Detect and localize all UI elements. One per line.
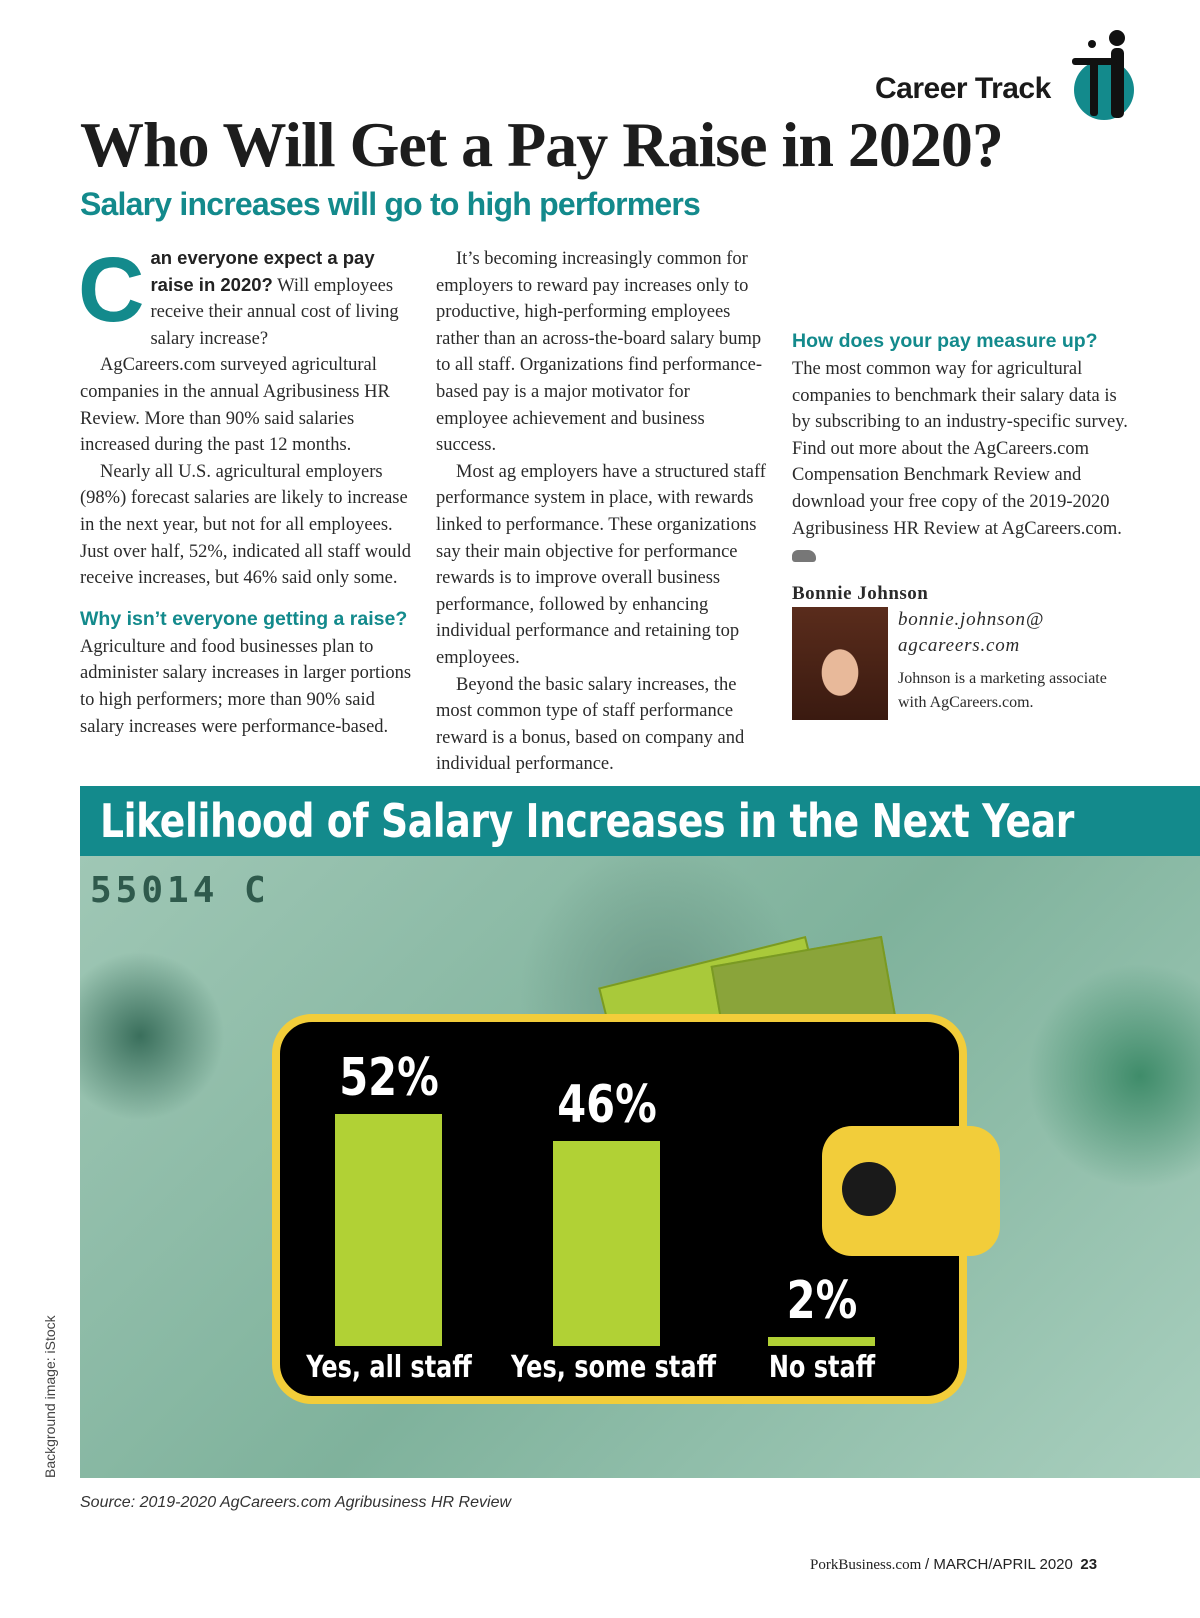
- bar-2: [768, 1337, 875, 1346]
- category-label: Yes, some staff: [510, 1350, 716, 1385]
- paragraph: Beyond the basic salary increases, the m…: [436, 674, 745, 775]
- paragraph: The most common way for agricultural com…: [792, 359, 1128, 539]
- career-track-logo-icon: [1072, 30, 1134, 120]
- paragraph: It’s becoming increasingly common for em…: [436, 249, 763, 456]
- paragraph: Will employees receive their annual cost…: [150, 275, 399, 349]
- author-box: bonnie.johnson@ agcareers.com Johnson is …: [792, 606, 1132, 720]
- pig-icon: [792, 549, 816, 562]
- drop-cap: C: [78, 239, 145, 341]
- paragraph: Most ag employers have a structured staf…: [436, 461, 766, 668]
- paragraph: Agriculture and food businesses plan to …: [80, 636, 412, 737]
- category-label: Yes, all staff: [305, 1350, 472, 1385]
- page-title: Who Will Get a Pay Raise in 2020?: [80, 109, 1004, 180]
- wallet-snap-icon: [842, 1162, 896, 1216]
- page-subtitle: Salary increases will go to high perform…: [80, 186, 701, 222]
- category-label: No staff: [768, 1350, 875, 1385]
- paragraph: Nearly all U.S. agricultural employers (…: [80, 461, 412, 589]
- footer-issue: / MARCH/APRIL 2020: [925, 1556, 1073, 1573]
- chart-source: Source: 2019-2020 AgCareers.com Agribusi…: [80, 1494, 512, 1511]
- page-footer: PorkBusiness.com / MARCH/APRIL 2020 23: [810, 1556, 1097, 1574]
- section-heading: Why isn’t everyone getting a raise?: [80, 607, 408, 630]
- chart-title-banner: Likelihood of Salary Increases in the Ne…: [80, 786, 1200, 856]
- author-email[interactable]: bonnie.johnson@ agcareers.com: [898, 608, 1045, 656]
- author-name: Bonnie Johnson: [792, 582, 929, 604]
- section-heading: How does your pay measure up?: [792, 330, 1098, 352]
- article-column-3: How does your pay measure up? The most c…: [792, 246, 1132, 720]
- chart-title: Likelihood of Salary Increases in the Ne…: [100, 794, 1074, 848]
- section-label: Career Track: [875, 72, 1051, 105]
- author-bio: Johnson is a marketing associate with Ag…: [898, 669, 1107, 711]
- data-label: 2%: [786, 1271, 857, 1332]
- data-label: 52%: [338, 1048, 439, 1108]
- page-number: 23: [1080, 1556, 1098, 1573]
- author-photo: [792, 606, 888, 720]
- bill-serial: 55014 C: [90, 870, 270, 911]
- article-column-2: It’s becoming increasingly common for em…: [436, 246, 766, 778]
- paragraph: AgCareers.com surveyed agricultural comp…: [80, 355, 390, 456]
- bar-1: [553, 1140, 660, 1346]
- lead-in: an everyone expect a pay raise in 2020?: [150, 247, 375, 295]
- image-credit: Background image: iStock: [42, 1315, 58, 1478]
- footer-site: PorkBusiness.com: [810, 1557, 922, 1573]
- data-label: 46%: [556, 1074, 657, 1135]
- bar-0: [335, 1114, 442, 1346]
